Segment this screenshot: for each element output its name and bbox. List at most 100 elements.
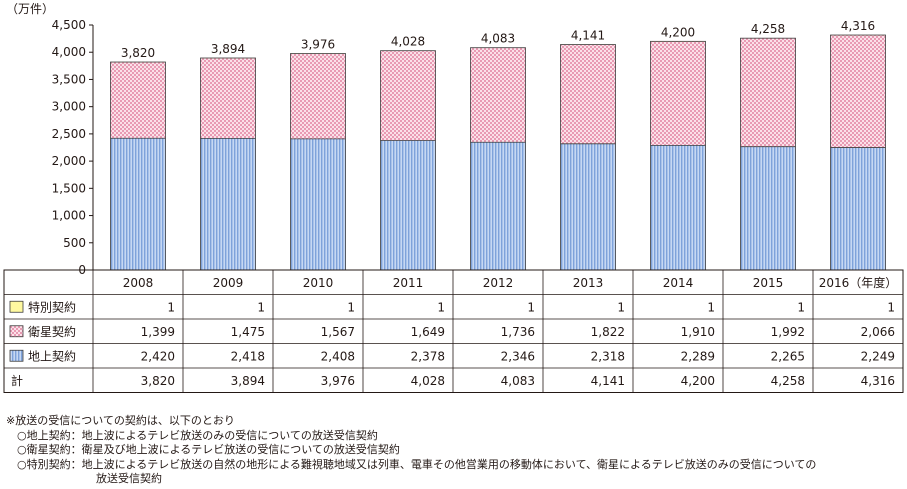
legend-swatch	[9, 349, 24, 362]
bar-terrestrial	[200, 138, 256, 270]
total-label: 4,316	[841, 19, 875, 33]
table-cell: 1	[707, 300, 715, 314]
footnotes: ※放送の受信についての契約は、以下のとおり ○地上契約：地上波によるテレビ放送の…	[6, 414, 816, 487]
bar-satellite	[110, 62, 166, 139]
bar-satellite	[290, 53, 346, 139]
table-cell: 4,141	[591, 374, 625, 388]
table-cell: 4,028	[411, 374, 445, 388]
row-label: 特別契約	[28, 299, 76, 314]
bar-satellite	[830, 35, 886, 148]
table-cell: 1	[527, 300, 535, 314]
table-cell: 1,475	[231, 325, 265, 339]
bar-terrestrial	[740, 146, 796, 270]
y-tick-label: 3,500	[52, 72, 86, 86]
bar-terrestrial	[830, 147, 886, 270]
table-cell: 2,408	[321, 349, 355, 363]
bar-satellite	[740, 38, 796, 147]
table-cell: 2,265	[771, 349, 805, 363]
legend-swatch	[9, 300, 24, 313]
table-cell: 2,346	[501, 349, 535, 363]
table-cell: 3,976	[321, 374, 355, 388]
table-cell: 4,258	[771, 374, 805, 388]
table-cell: 4,316	[861, 374, 895, 388]
bar-satellite	[650, 41, 706, 146]
category-label: 2016（年度）	[819, 275, 898, 290]
table-cell: 4,200	[681, 374, 715, 388]
total-label: 4,083	[481, 32, 515, 46]
contracts-chart: （万件） 05001,0001,5002,0002,5003,0003,5004…	[3, 2, 904, 393]
bar-terrestrial	[110, 138, 166, 270]
footnote-header: ※放送の受信についての契約は、以下のとおり	[6, 414, 235, 427]
bar-satellite	[380, 50, 436, 141]
category-label: 2015	[753, 276, 784, 290]
row-label: 衛星契約	[28, 324, 76, 339]
table-cell: 1	[167, 300, 175, 314]
bars: 3,820 3,894 3,976 4,028 4,083 4,141 4,200 4,258…	[93, 19, 903, 271]
total-label: 3,976	[301, 38, 335, 52]
category-label: 2010	[303, 276, 334, 290]
table-cell: 1,736	[501, 325, 535, 339]
y-tick-label: 4,000	[52, 45, 86, 59]
total-label: 3,894	[211, 42, 245, 56]
row-label: 計	[11, 373, 23, 388]
table-border	[3, 269, 904, 393]
footnote-special: ○特別契約：地上波によるテレビ放送の自然の地形による難視聴地域又は列車、電車その…	[17, 457, 817, 471]
bar-terrestrial	[470, 142, 526, 270]
bar-satellite	[560, 44, 616, 144]
category-label: 2011	[393, 276, 424, 290]
data-table: 2008 2009 2010 2011 2012 2013 2014 2015 2016（年度）…	[3, 269, 904, 393]
total-label: 3,820	[121, 46, 155, 60]
y-axis: 05001,0001,5002,0002,5003,0003,5004,0004…	[52, 18, 94, 277]
table-cell: 1,567	[321, 325, 355, 339]
total-label: 4,258	[751, 22, 785, 36]
y-tick-label: 1,500	[52, 181, 86, 195]
footnote-special-continued: 放送受信契約	[96, 472, 162, 485]
table-cell: 2,418	[231, 349, 265, 363]
table-cell: 4,083	[501, 374, 535, 388]
y-tick-label: 1,000	[52, 209, 86, 223]
bar-terrestrial	[380, 140, 436, 270]
table-cell: 2,289	[681, 349, 715, 363]
category-label: 2014	[663, 276, 694, 290]
table-cell: 3,820	[141, 374, 175, 388]
table-cell: 2,066	[861, 325, 895, 339]
footnote-terrestrial: ○地上契約：地上波によるテレビ放送のみの受信についての放送受信契約	[17, 428, 378, 442]
table-cell: 2,420	[141, 349, 175, 363]
table-cell: 3,894	[231, 374, 265, 388]
total-label: 4,028	[391, 35, 425, 49]
table-cell: 1	[257, 300, 265, 314]
table-cell: 1	[887, 300, 895, 314]
table-cell: 1,992	[771, 325, 805, 339]
y-tick-label: 2,000	[52, 154, 86, 168]
table-cell: 2,318	[591, 349, 625, 363]
footnote-satellite: ○衛星契約：衛星及び地上波によるテレビ放送の受信についての放送受信契約	[17, 443, 400, 456]
legend-swatch	[9, 325, 24, 338]
row-label: 地上契約	[28, 348, 76, 363]
table-cell: 1,822	[591, 325, 625, 339]
y-tick-label: 500	[63, 236, 86, 250]
table-cell: 2,249	[861, 349, 895, 363]
bar-terrestrial	[290, 138, 346, 270]
table-cell: 1,399	[141, 325, 175, 339]
table-cell: 1	[797, 300, 805, 314]
category-label: 2008	[123, 276, 154, 290]
bar-satellite	[200, 58, 256, 139]
total-label: 4,141	[571, 29, 605, 43]
table-cell: 1,649	[411, 325, 445, 339]
total-label: 4,200	[661, 25, 695, 39]
y-tick-label: 2,500	[52, 127, 86, 141]
table-cell: 1	[437, 300, 445, 314]
bar-satellite	[470, 47, 526, 143]
category-label: 2012	[483, 276, 514, 290]
bar-terrestrial	[650, 145, 706, 270]
table-cell: 1	[617, 300, 625, 314]
unit-label: （万件）	[6, 2, 54, 16]
table-cell: 1	[347, 300, 355, 314]
table-cell: 2,378	[411, 349, 445, 363]
y-tick-label: 3,000	[52, 100, 86, 114]
category-label: 2013	[573, 276, 604, 290]
bar-terrestrial	[560, 143, 616, 270]
table-cell: 1,910	[681, 325, 715, 339]
y-tick-label: 4,500	[52, 18, 86, 32]
category-label: 2009	[213, 276, 244, 290]
